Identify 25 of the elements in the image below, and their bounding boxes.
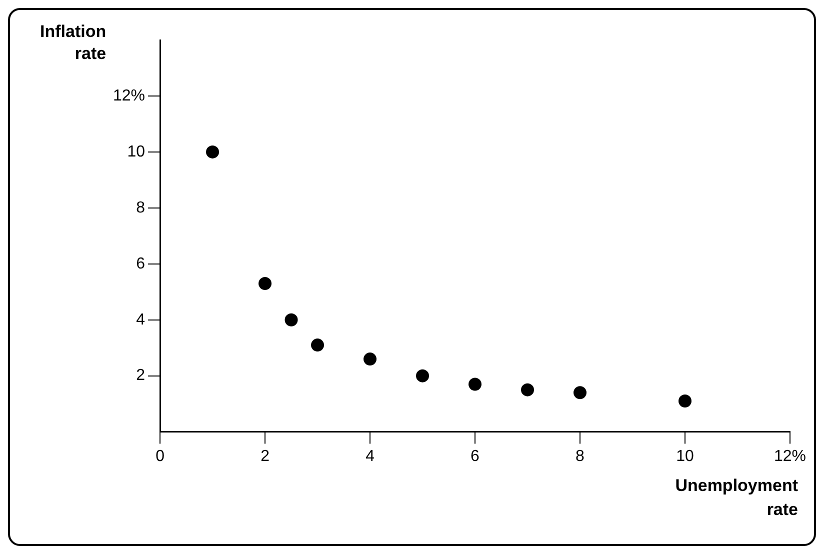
- point: [206, 145, 220, 158]
- x-tick-label: 6: [470, 448, 480, 465]
- x-tick-label: 12%: [774, 448, 806, 465]
- point: [284, 313, 298, 326]
- y-tick-label: 2: [136, 367, 146, 384]
- point: [364, 352, 377, 366]
- point: [678, 394, 692, 408]
- x-tick-label: 4: [366, 448, 375, 465]
- x-axis-title: Unemployment rate: [675, 476, 798, 519]
- x-tick-label: 8: [576, 448, 585, 465]
- y-tick-label: 8: [136, 199, 146, 216]
- y-tick-label: 4: [136, 311, 146, 328]
- point: [416, 369, 430, 382]
- y-axis-title: Inflation rate: [40, 22, 106, 64]
- y-tick-label: 6: [136, 255, 146, 272]
- point: [311, 338, 324, 352]
- x-tick-label: 0: [156, 448, 165, 465]
- y-tick-label: 10: [127, 143, 146, 160]
- point: [468, 378, 482, 391]
- point: [258, 276, 272, 290]
- point: [521, 383, 534, 396]
- y-tick-label: 12%: [112, 87, 146, 104]
- x-tick-label: 2: [260, 448, 270, 465]
- x-tick-label: 10: [676, 448, 694, 465]
- point: [574, 386, 587, 400]
